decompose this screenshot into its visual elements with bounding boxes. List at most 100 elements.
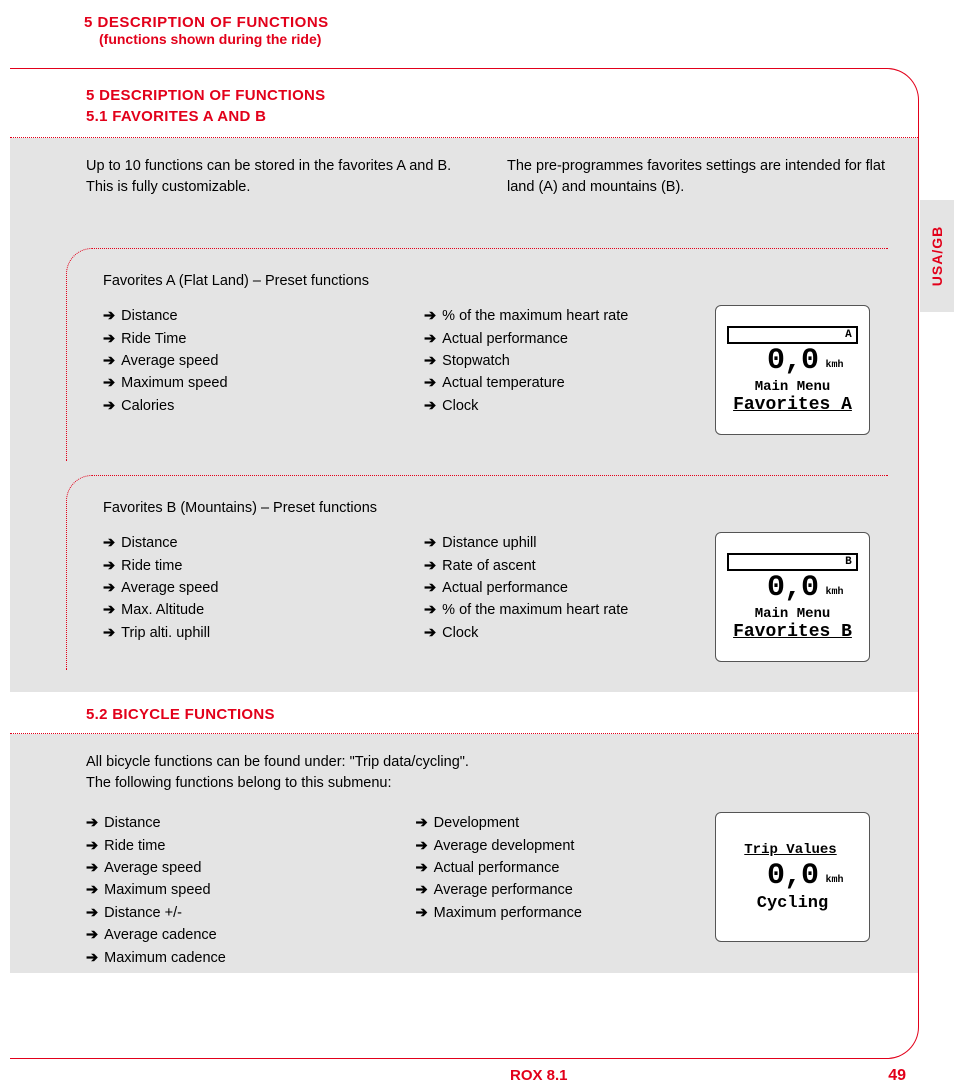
- list-item-label: Clock: [442, 395, 478, 417]
- list-item: ➔ Average speed: [103, 577, 394, 599]
- arrow-icon: ➔: [103, 328, 115, 350]
- favorites-b-col2: ➔Distance uphill➔Rate of ascent➔Actual p…: [424, 532, 715, 644]
- language-tab: USA/GB: [920, 200, 954, 312]
- list-item-label: Distance: [104, 812, 160, 834]
- favorites-a-card: Favorites A (Flat Land) – Preset functio…: [66, 248, 888, 461]
- device-unit: kmh: [825, 875, 843, 886]
- list-item-label: Average speed: [121, 577, 218, 599]
- list-item: ➔% of the maximum heart rate: [424, 599, 715, 621]
- list-item-label: Maximum cadence: [104, 947, 226, 969]
- list-item-label: Maximum speed: [104, 879, 210, 901]
- arrow-icon: ➔: [416, 902, 428, 924]
- section-5-1-title: 5.1 FAVORITES A AND B: [86, 106, 918, 127]
- device-screenshot-cycling: Trip Values 0,0 kmh Cycling: [715, 812, 870, 942]
- list-item-label: Ride time: [104, 835, 165, 857]
- arrow-icon: ➔: [103, 577, 115, 599]
- list-item-label: Ride Time: [121, 328, 186, 350]
- list-item-label: Ride time: [121, 555, 182, 577]
- content-box: 5 DESCRIPTION OF FUNCTIONS 5.1 FAVORITES…: [10, 68, 919, 1059]
- list-item-label: Maximum performance: [434, 902, 582, 924]
- list-item: ➔Trip alti. uphill: [103, 622, 394, 644]
- list-item: ➔ Distance uphill: [424, 532, 715, 554]
- product-name: ROX 8.1: [510, 1067, 568, 1085]
- list-item-label: Distance uphill: [442, 532, 536, 554]
- list-item: ➔ Clock: [424, 622, 715, 644]
- arrow-icon: ➔: [103, 372, 115, 394]
- arrow-icon: ➔: [103, 555, 115, 577]
- device-line2: Favorites A: [733, 395, 852, 415]
- list-item-label: Development: [434, 812, 519, 834]
- list-item-label: Average speed: [104, 857, 201, 879]
- list-item: ➔Rate of ascent: [424, 555, 715, 577]
- list-item-label: Average performance: [434, 879, 573, 901]
- arrow-icon: ➔: [424, 372, 436, 394]
- favorites-b-card: Favorites B (Mountains) – Preset functio…: [66, 475, 888, 670]
- list-item-label: Actual temperature: [442, 372, 565, 394]
- device-line1: Main Menu: [755, 606, 831, 622]
- footer: ROX 8.1 49: [0, 1067, 954, 1085]
- list-item: ➔ Maximum performance: [416, 902, 716, 924]
- arrow-icon: ➔: [424, 622, 436, 644]
- device-line1: Main Menu: [755, 379, 831, 395]
- favorites-a-col1: ➔ Distance ➔ Ride Time ➔ Average speed ➔ Maximu…: [103, 305, 394, 417]
- intro-columns: Up to 10 functions can be stored in the …: [86, 156, 888, 198]
- list-item: ➔Clock: [424, 395, 715, 417]
- list-item-label: Calories: [121, 395, 174, 417]
- list-item: ➔ Ride time: [86, 835, 386, 857]
- section-5-2-title: 5.2 BICYCLE FUNCTIONS: [86, 706, 918, 723]
- list-item: ➔ Average cadence: [86, 924, 386, 946]
- list-item: ➔Average speed: [86, 857, 386, 879]
- language-label: USA/GB: [929, 226, 945, 286]
- list-item: ➔Calories: [103, 395, 394, 417]
- list-item-label: Average development: [434, 835, 575, 857]
- list-item: ➔Average development: [416, 835, 716, 857]
- arrow-icon: ➔: [424, 328, 436, 350]
- section-5-2-intro: All bicycle functions can be found under…: [86, 752, 888, 794]
- arrow-icon: ➔: [103, 622, 115, 644]
- list-item: ➔Development: [416, 812, 716, 834]
- list-item-label: Average cadence: [104, 924, 217, 946]
- arrow-icon: ➔: [103, 305, 115, 327]
- device-toplabel: Trip Values: [727, 841, 858, 859]
- list-item-label: Actual performance: [442, 328, 568, 350]
- bicycle-functions-block: All bicycle functions can be found under…: [10, 734, 918, 973]
- arrow-icon: ➔: [86, 902, 98, 924]
- device-topbar: B: [727, 553, 858, 571]
- arrow-icon: ➔: [86, 835, 98, 857]
- arrow-icon: ➔: [86, 924, 98, 946]
- section-5-2-heading: 5.2 BICYCLE FUNCTIONS: [10, 692, 918, 733]
- list-item-label: Stopwatch: [442, 350, 510, 372]
- list-item-label: Actual performance: [442, 577, 568, 599]
- intro-right: The pre-programmes favorites settings ar…: [507, 156, 888, 198]
- list-item: ➔ Actual temperature: [424, 372, 715, 394]
- favorites-b-title: Favorites B (Mountains) – Preset functio…: [103, 500, 888, 516]
- favorites-b-col1: ➔Distance➔Ride time➔Average speed➔Max. A…: [103, 532, 394, 644]
- list-item: ➔ Average speed: [103, 350, 394, 372]
- arrow-icon: ➔: [424, 577, 436, 599]
- bicycle-col2: ➔Development➔Average development➔Actual …: [416, 812, 716, 969]
- list-item-label: % of the maximum heart rate: [442, 305, 628, 327]
- bicycle-col1: ➔Distance➔Ride time➔Average speed➔Maximu…: [86, 812, 386, 969]
- arrow-icon: ➔: [103, 350, 115, 372]
- list-item: ➔ Distance: [103, 305, 394, 327]
- favorites-block: Up to 10 functions can be stored in the …: [10, 138, 918, 692]
- device-unit: kmh: [825, 587, 843, 598]
- list-item: ➔Average performance: [416, 879, 716, 901]
- list-item-label: Distance +/-: [104, 902, 182, 924]
- device-screenshot-fav-a: A 0,0 kmh Main Menu Favorites A: [715, 305, 870, 435]
- list-item-label: Clock: [442, 622, 478, 644]
- page-title: 5 DESCRIPTION OF FUNCTIONS: [84, 14, 954, 31]
- list-item: ➔Max. Altitude: [103, 599, 394, 621]
- arrow-icon: ➔: [424, 305, 436, 327]
- favorites-a-title: Favorites A (Flat Land) – Preset functio…: [103, 273, 888, 289]
- list-item-label: Average speed: [121, 350, 218, 372]
- list-item: ➔ Maximum speed: [103, 372, 394, 394]
- list-item: ➔Maximum cadence: [86, 947, 386, 969]
- list-item: ➔Maximum speed: [86, 879, 386, 901]
- list-item-label: Maximum speed: [121, 372, 227, 394]
- device-line2: Favorites B: [733, 622, 852, 642]
- arrow-icon: ➔: [424, 532, 436, 554]
- list-item-label: Distance: [121, 305, 177, 327]
- arrow-icon: ➔: [424, 350, 436, 372]
- list-item: ➔ Actual performance: [424, 577, 715, 599]
